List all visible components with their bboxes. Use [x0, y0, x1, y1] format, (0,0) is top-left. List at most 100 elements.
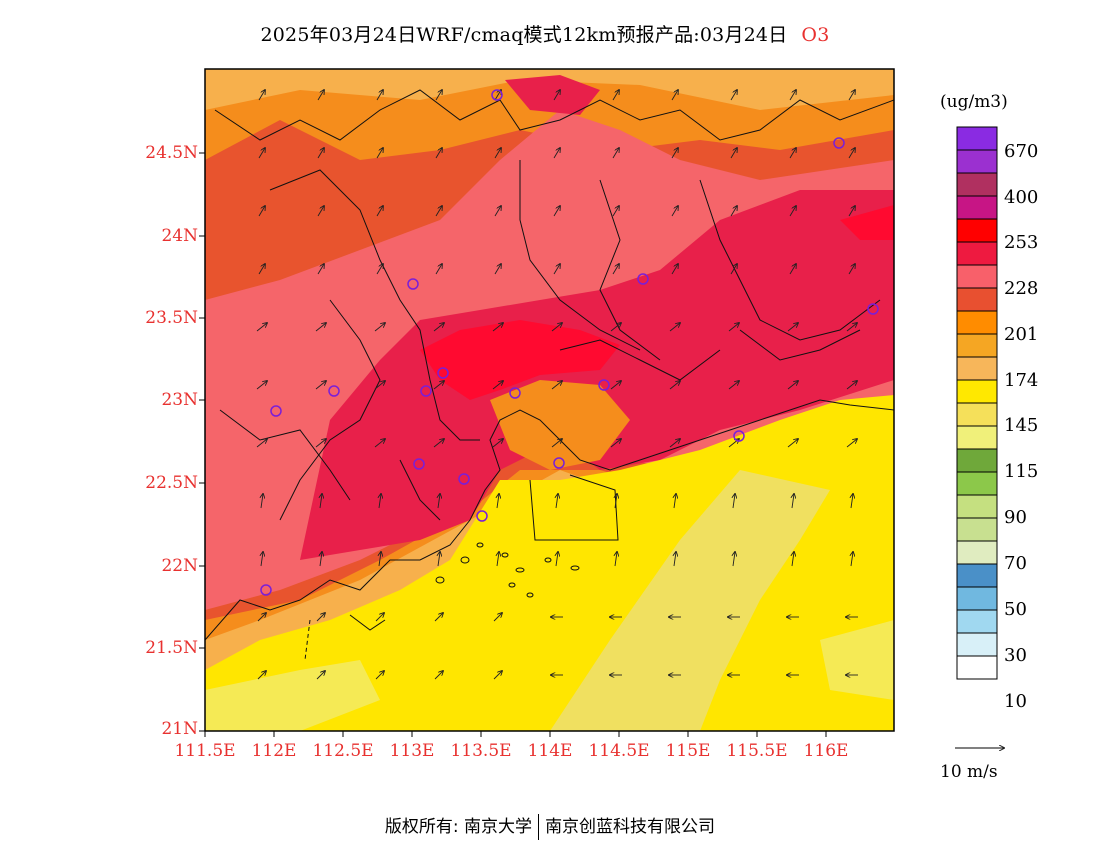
islands	[435, 542, 580, 598]
lat-label-22n: 22N	[161, 556, 198, 576]
wind-arrow	[434, 613, 443, 622]
station-marker	[598, 379, 610, 391]
lat-label-21n: 21N	[161, 719, 198, 739]
lon-label-115-5e: 115.5E	[726, 741, 788, 761]
station-marker	[260, 584, 272, 596]
wind-arrow	[317, 148, 324, 159]
wind-arrow	[261, 552, 263, 567]
wind-arrow	[553, 264, 560, 275]
wind-arrow	[317, 206, 324, 217]
colorbar-swatch	[956, 195, 998, 220]
wind-arrow	[257, 613, 266, 622]
colorbar-swatch	[956, 563, 998, 588]
colorbar-swatch	[956, 402, 998, 427]
colorbar-swatch	[956, 241, 998, 266]
wind-arrow	[316, 671, 325, 680]
concentration-pocket-shenzhen	[490, 380, 630, 470]
colorbar-label-90: 90	[1004, 507, 1027, 528]
wind-arrow	[669, 381, 680, 390]
colorbar-unit: (ug/m3)	[940, 92, 1008, 112]
station-marker	[407, 278, 419, 290]
wind-arrow	[553, 206, 560, 217]
wind-arrow	[787, 381, 798, 390]
station-marker	[833, 137, 845, 149]
colorbar-swatch	[956, 540, 998, 565]
wind-arrow	[730, 264, 737, 275]
footer: 版权所有: 南京大学 南京创蓝科技有限公司	[0, 812, 1100, 840]
wind-arrow	[438, 552, 440, 567]
colorbar-swatch	[956, 126, 998, 151]
wind-arrow	[733, 494, 735, 509]
wind-arrow	[494, 206, 501, 217]
wind-arrow	[258, 206, 265, 217]
lon-label-115e: 115E	[665, 741, 711, 761]
wind-arrow	[315, 381, 326, 390]
wind-arrow	[671, 206, 678, 217]
wind-arrow	[374, 323, 385, 332]
wind-arrow	[556, 552, 558, 567]
wind-arrow	[434, 671, 443, 680]
wind-arrow	[846, 439, 857, 448]
wind-arrow	[320, 494, 322, 509]
colorbar-label-174: 174	[1004, 370, 1039, 391]
concentration-core-east	[840, 205, 894, 240]
wind-arrow	[376, 206, 383, 217]
wind-arrow	[733, 552, 735, 567]
colorbar-swatch	[956, 218, 998, 243]
lat-ticks	[199, 152, 205, 732]
colorbar-swatch	[956, 172, 998, 197]
lat-label-24n: 24N	[161, 226, 198, 246]
wind-arrow	[433, 381, 444, 390]
wind-arrow	[610, 439, 621, 448]
lat-label-22-5n: 22.5N	[145, 473, 198, 493]
wind-arrow	[258, 90, 265, 101]
wind-arrow	[787, 323, 798, 332]
colorbar-label-201: 201	[1004, 324, 1039, 345]
concentration-band-115-se	[820, 620, 894, 700]
wind-arrow	[792, 494, 794, 509]
wind-arrow	[497, 494, 499, 509]
concentration-core-north	[505, 75, 600, 115]
colorbar-swatch	[956, 264, 998, 289]
concentration-core-pearl-river	[420, 320, 620, 400]
wind-arrow	[256, 439, 267, 448]
wind-arrow	[610, 381, 621, 390]
lon-label-112-5e: 112.5E	[312, 741, 374, 761]
colorbar-swatch	[956, 379, 998, 404]
wind-arrow	[493, 613, 502, 622]
lat-label-23-5n: 23.5N	[145, 308, 198, 328]
wind-arrow	[551, 439, 562, 448]
colorbar-swatch	[956, 310, 998, 335]
colorbar-label-400: 400	[1004, 187, 1039, 208]
wind-arrow	[497, 552, 499, 567]
lon-label-113e: 113E	[389, 741, 435, 761]
wind-arrow	[492, 323, 503, 332]
wind-arrow	[375, 671, 384, 680]
wind-arrow	[553, 90, 560, 101]
wind-arrow	[379, 494, 381, 509]
colorbar-label-50: 50	[1004, 599, 1027, 620]
colorbar-swatch	[956, 609, 998, 634]
wind-arrow	[375, 613, 384, 622]
wind-arrow	[256, 323, 267, 332]
wind-arrow	[492, 439, 503, 448]
colorbar-swatch	[956, 333, 998, 358]
colorbar-swatch	[956, 448, 998, 473]
company-name: 南京创蓝科技有限公司	[545, 817, 716, 837]
wind-arrow	[374, 439, 385, 448]
colorbar-swatch	[956, 287, 998, 312]
lat-label-21-5n: 21.5N	[145, 638, 198, 658]
wind-arrow	[851, 552, 853, 567]
wind-arrow	[553, 148, 560, 159]
wind-arrow	[433, 439, 444, 448]
wind-arrow	[848, 264, 855, 275]
colorbar-label-10: 10	[1004, 691, 1027, 712]
wind-arrow	[848, 206, 855, 217]
wind-arrow	[730, 206, 737, 217]
station-marker	[491, 89, 503, 101]
wind-arrow	[317, 90, 324, 101]
wind-arrow	[379, 552, 381, 567]
wind-arrow	[848, 90, 855, 101]
wind-arrow	[257, 671, 266, 680]
